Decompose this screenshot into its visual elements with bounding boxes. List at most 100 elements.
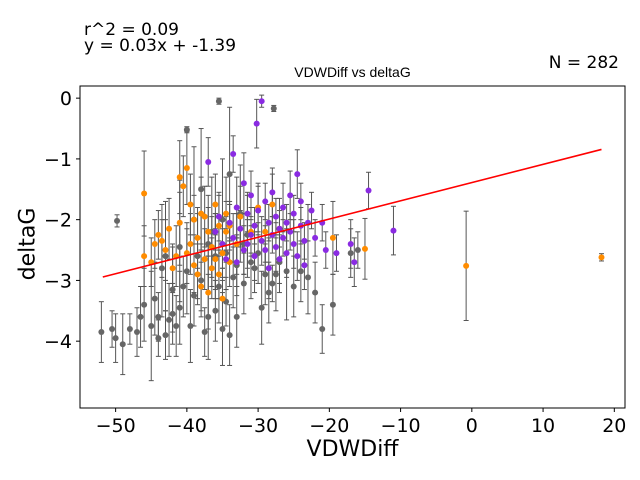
data-point — [390, 227, 397, 234]
chart-title: VDWDiff vs deltaG — [294, 64, 411, 80]
x-tick-label: −20 — [309, 415, 349, 437]
data-point — [169, 286, 176, 293]
data-point — [215, 98, 222, 105]
data-point — [297, 268, 304, 275]
data-point — [258, 98, 265, 105]
data-point — [133, 329, 140, 336]
data-point — [272, 271, 279, 278]
data-point — [312, 289, 319, 296]
data-point — [180, 283, 187, 290]
data-point — [237, 225, 244, 232]
data-point — [169, 310, 176, 317]
data-point — [187, 322, 194, 329]
data-point — [283, 268, 290, 275]
data-point — [198, 283, 205, 290]
data-point — [269, 189, 276, 196]
data-point — [187, 201, 194, 208]
data-point — [272, 213, 279, 220]
data-point — [276, 256, 283, 263]
data-point — [223, 210, 230, 217]
error-bars — [98, 94, 604, 382]
data-point — [198, 277, 205, 284]
data-point — [280, 204, 287, 211]
data-point — [119, 341, 126, 348]
x-tick-label: 10 — [531, 415, 555, 437]
data-point — [262, 271, 269, 278]
data-point — [112, 335, 119, 342]
data-point — [205, 289, 212, 296]
data-point — [141, 190, 148, 197]
data-point — [262, 228, 269, 235]
data-point — [151, 295, 158, 302]
data-point — [176, 244, 183, 250]
data-point — [215, 283, 222, 290]
data-point — [290, 210, 297, 217]
data-point — [247, 259, 254, 266]
data-point — [251, 265, 258, 272]
data-point — [280, 234, 287, 241]
data-point — [151, 240, 158, 247]
data-point — [176, 219, 183, 226]
data-point — [262, 198, 269, 205]
regression-line — [102, 148, 602, 278]
data-point — [308, 207, 315, 214]
data-points — [98, 98, 605, 348]
data-point — [201, 213, 208, 220]
data-point — [162, 332, 169, 339]
data-point — [354, 247, 361, 254]
data-point — [304, 274, 311, 281]
data-point — [155, 335, 162, 342]
data-point — [329, 301, 336, 308]
data-point — [166, 225, 173, 232]
data-point — [205, 313, 212, 320]
data-point — [219, 250, 226, 257]
data-point — [230, 234, 237, 241]
data-point — [215, 271, 222, 278]
data-point — [276, 225, 283, 232]
data-point — [463, 262, 470, 269]
data-point — [194, 271, 201, 278]
data-point — [347, 250, 354, 257]
data-point — [187, 240, 194, 247]
data-point — [244, 210, 251, 217]
data-point — [155, 231, 162, 238]
data-point — [169, 265, 176, 272]
data-point — [183, 268, 190, 275]
data-point — [301, 262, 308, 269]
x-tick-label: −40 — [167, 415, 207, 437]
data-point — [166, 316, 173, 323]
data-point — [244, 240, 251, 247]
x-tick-label: −10 — [381, 415, 421, 437]
data-point — [258, 304, 265, 311]
data-point — [233, 204, 240, 211]
data-point — [269, 280, 276, 287]
data-point — [212, 201, 219, 208]
y-tick-label: −1 — [44, 149, 72, 171]
data-point — [215, 222, 222, 229]
data-point — [190, 216, 197, 223]
data-point — [141, 253, 148, 260]
data-point — [180, 183, 187, 190]
data-point — [226, 171, 233, 178]
data-point — [598, 254, 605, 261]
data-point — [162, 253, 169, 260]
data-point — [205, 158, 212, 165]
data-point — [283, 250, 290, 257]
data-point — [329, 234, 336, 241]
data-point — [230, 274, 237, 281]
data-point — [158, 237, 165, 244]
data-point — [294, 253, 301, 260]
x-axis-ticks: −50 −40 −30 −20 −10 0 10 20 — [96, 408, 626, 437]
data-point — [141, 301, 148, 308]
data-point — [162, 247, 169, 254]
data-point — [223, 256, 230, 263]
data-point — [361, 245, 368, 252]
data-point — [247, 231, 254, 238]
data-point — [198, 186, 205, 193]
data-point — [183, 165, 190, 172]
data-point — [215, 213, 222, 220]
data-point — [176, 304, 183, 311]
x-axis-label: VDWDiff — [306, 437, 399, 462]
data-point — [201, 256, 208, 263]
data-point — [226, 332, 233, 339]
